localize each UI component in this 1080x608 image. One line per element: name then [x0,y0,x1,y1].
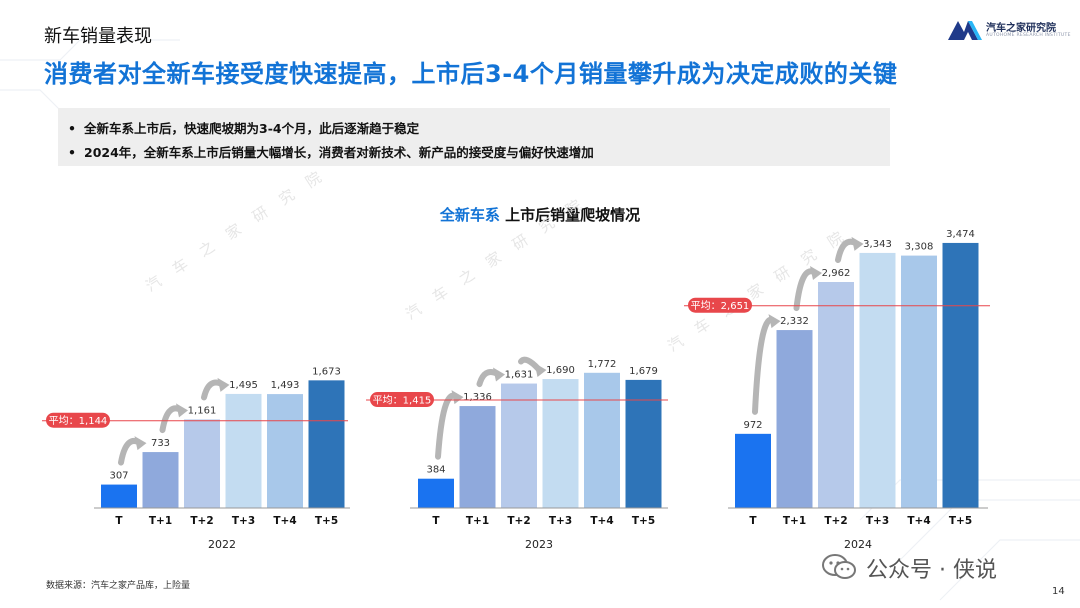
bar-2023-T [418,478,454,508]
x-tick-label: T [432,515,440,527]
x-tick-label: T+2 [824,515,847,527]
growth-arrow-icon [159,405,183,434]
bar-value-label: 1,161 [188,405,217,416]
bar-value-label: 1,336 [463,392,492,403]
x-tick-label: T+3 [866,515,889,527]
bar-2024-T [735,433,771,508]
bullet-item: • 2024年，全新车系上市后销量大幅增长，消费者对新技术、新产品的接受度与偏好快… [68,145,594,160]
x-tick-label: T+1 [466,515,489,527]
growth-arrow-icon [752,316,776,415]
average-label: 平均：1,144 [49,415,108,427]
growth-arrow-head-icon [768,314,781,329]
bar-value-label: 1,631 [505,370,534,381]
x-tick-label: T+3 [549,515,572,527]
panel-year-label: 2022 [208,538,236,551]
growth-arrow-head-icon [851,236,864,251]
panel-year-label: 2024 [844,538,872,551]
headline: 消费者对全新车接受度快速提高，上市后3-4个月销量攀升成为决定成败的关键 [44,60,898,88]
x-tick-label: T+5 [632,515,655,527]
bar-value-label: 2,962 [822,268,851,279]
average-label: 平均：1,415 [373,395,432,407]
average-label-pill [46,412,110,428]
section-label: 新车销量表现 [44,26,152,47]
bar-2022-T [101,484,137,508]
growth-arrow-icon [118,438,142,466]
bar-value-label: 384 [426,465,445,476]
growth-arrow-head-icon [493,367,505,382]
growth-arrow-head-icon [451,390,464,405]
growth-arrow-icon [201,379,225,401]
bar-value-label: 1,495 [229,380,258,391]
bar-2024-T+5 [942,242,979,508]
logo-subtext: AUTOHOME RESEARCH INSTITUTE [986,33,1071,38]
bar-2023-T+1 [459,406,496,508]
growth-arrow-head-icon [134,436,147,451]
bar-2024-T+2 [818,281,854,508]
x-tick-label: T+1 [783,515,806,527]
bar-2024-T+4 [901,255,937,508]
x-tick-label: T+3 [232,515,255,527]
growth-arrow-icon [435,392,459,460]
bar-value-label: 1,690 [546,365,575,376]
bullet-text: 全新车系上市后，快速爬坡期为3-4个月，此后逐渐趋于稳定 [84,121,420,136]
x-tick-label: T+4 [590,515,613,527]
bar-2022-T+5 [308,380,345,508]
bar-2022-T+1 [142,452,179,508]
x-tick-label: T+5 [949,515,972,527]
wechat-icon [822,554,856,579]
x-tick-label: T [115,515,123,527]
bar-2022-T+4 [267,394,303,508]
watermark-text: 汽 车 之 家 研 究 院 [142,165,329,295]
bar-value-label: 3,474 [946,229,975,240]
bar-2024-T+3 [859,252,896,508]
x-tick-label: T+2 [507,515,530,527]
autohome-logo-icon [948,21,982,40]
bar-2024-T+1 [776,330,813,508]
logo-text: 汽车之家研究院 [986,23,1056,34]
growth-arrow-head-icon [810,265,822,280]
chart-title: 全新车系 上市后销量爬坡情况 [0,204,1080,225]
bar-value-label: 1,679 [629,366,658,377]
x-tick-label: T [749,515,757,527]
bar-value-label: 733 [151,438,170,449]
bar-value-label: 1,493 [271,380,300,391]
x-tick-label: T+1 [149,515,172,527]
average-label: 平均：2,651 [691,300,750,312]
bar-2022-T+3 [225,393,262,508]
x-tick-label: T+2 [190,515,213,527]
bullet-item: • 全新车系上市后，快速爬坡期为3-4个月，此后逐渐趋于稳定 [68,121,420,136]
bullet-text: 2024年，全新车系上市后销量大幅增长，消费者对新技术、新产品的接受度与偏好快速… [84,145,594,160]
bar-2023-T+3 [542,379,579,508]
bar-value-label: 972 [743,420,762,431]
x-tick-label: T+4 [273,515,296,527]
page-number: 14 [1052,586,1065,597]
growth-arrow-head-icon [217,377,230,392]
wechat-watermark: 公众号 · 侠说 [866,558,997,583]
bar-2023-T+5 [625,379,662,508]
chart-title-highlight: 全新车系 [439,206,500,224]
x-tick-label: T+4 [907,515,930,527]
bullet-summary-box: • 全新车系上市后，快速爬坡期为3-4个月，此后逐渐趋于稳定 • 2024年，全新车… [58,108,890,166]
average-label-pill [688,297,752,313]
data-source-note: 数据来源：汽车之家产品库，上险量 [46,581,191,591]
chart-title-rest: 上市后销量爬坡情况 [499,206,641,224]
bar-2023-T+2 [501,383,537,508]
bar-2022-T+2 [184,419,220,508]
bar-value-label: 2,332 [780,316,809,327]
bar-value-label: 3,343 [863,239,892,250]
bar-value-label: 307 [109,471,128,482]
growth-arrow-icon [793,268,817,312]
x-tick-label: T+5 [315,515,338,527]
growth-arrow-head-icon [534,363,547,378]
watermark-text: 汽 车 之 家 研 究 院 [402,193,589,323]
bar-2023-T+4 [584,372,620,508]
bar-value-label: 3,308 [905,242,934,253]
growth-arrow-head-icon [176,403,188,418]
panel-year-label: 2023 [525,538,553,551]
average-label-pill [370,392,434,408]
bar-value-label: 1,772 [588,359,617,370]
bar-value-label: 1,673 [312,366,341,377]
